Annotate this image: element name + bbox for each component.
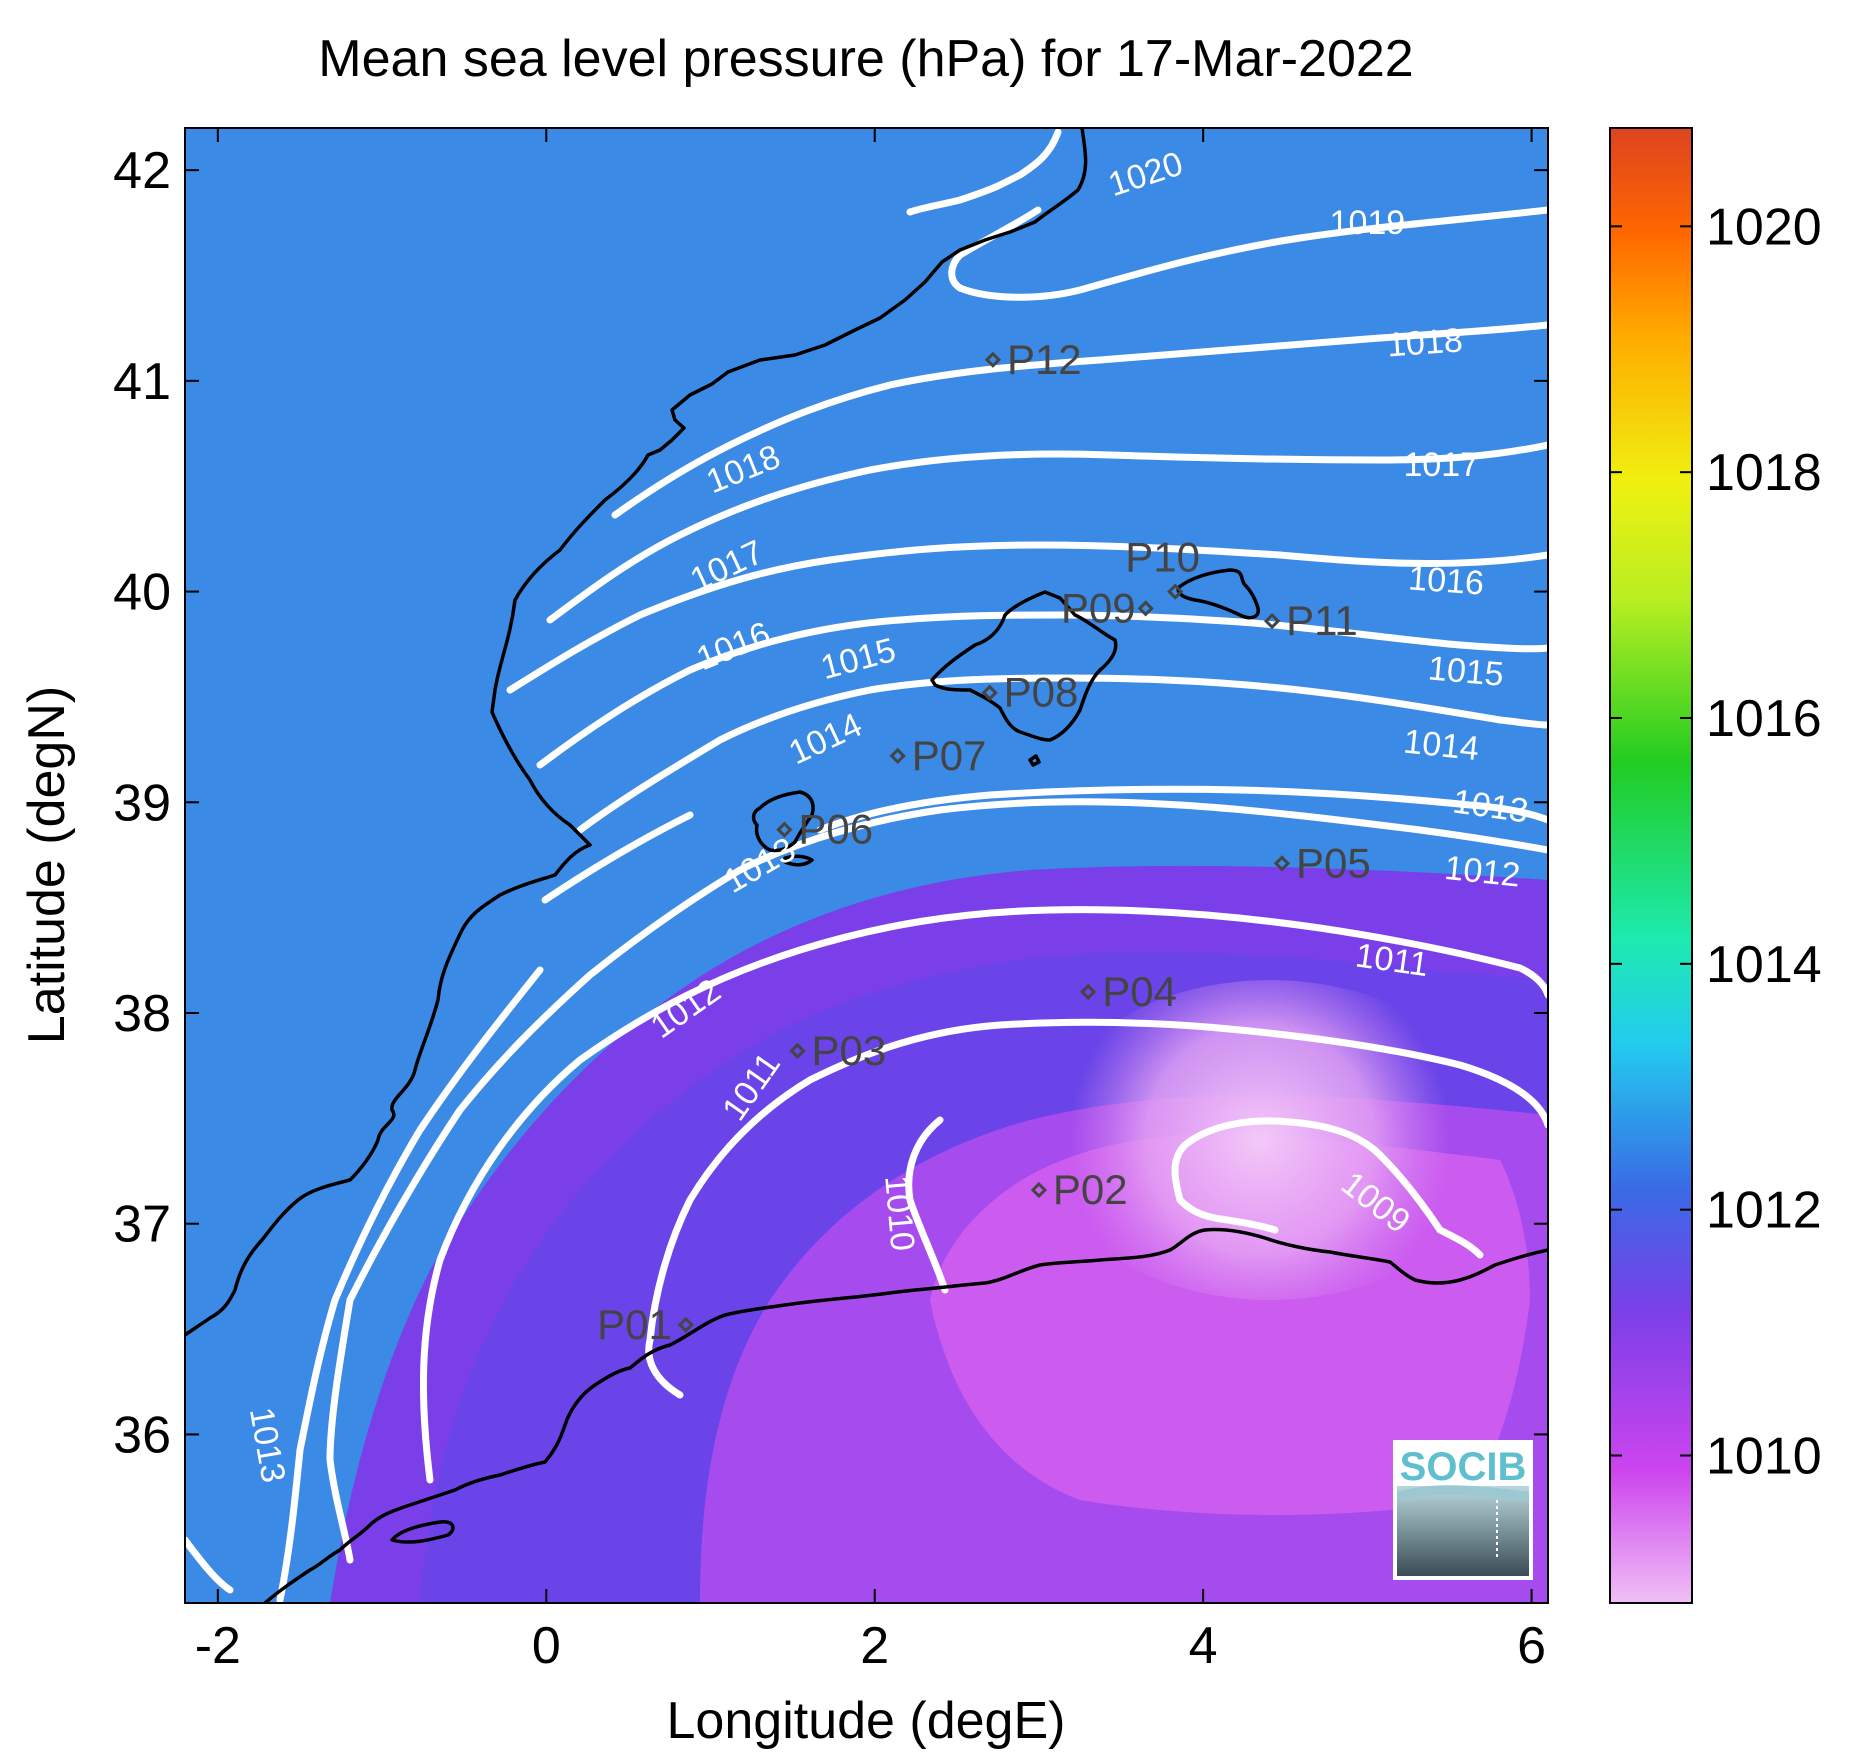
station-marker (776, 821, 793, 838)
y-tick-label: 40 (113, 564, 171, 622)
x-tick-label: 0 (532, 1617, 561, 1675)
isobar-1017 (546, 441, 1548, 624)
x-tick-label: -2 (195, 1617, 241, 1675)
station-label: P05 (1296, 839, 1371, 886)
isobar-1014 (576, 674, 1548, 834)
x-axis-label: Longitude (degE) (667, 1692, 1066, 1750)
north-african-coastline (263, 1227, 1548, 1603)
colorbar: 1010 1012 1014 1016 1018 1020 (1609, 127, 1822, 1604)
isobar-1012-west (326, 1296, 354, 1564)
y-axis-label: Latitude (degN) (18, 686, 76, 1044)
x-tick-label: 4 (1189, 1617, 1218, 1675)
colorbar-tick-label: 1020 (1706, 198, 1822, 256)
station-marker (789, 1042, 806, 1060)
isobar-label: 1017 (1403, 446, 1479, 484)
isobar-1012 (346, 798, 1548, 1304)
socib-logo: SOCIB (1393, 1440, 1533, 1580)
colorbar-tick-label: 1010 (1706, 1428, 1822, 1486)
isobar-1015 (536, 611, 1548, 769)
pressure-low-center (1040, 980, 1500, 1300)
station-label: P02 (1053, 1166, 1128, 1213)
isobar-label: 1012 (1443, 849, 1522, 895)
station-label: P12 (1007, 336, 1082, 383)
socib-logo-wave (1397, 1485, 1529, 1500)
station-marker (1137, 600, 1154, 617)
mallorca-coastline (930, 590, 1118, 742)
plot-frame (184, 127, 1549, 1604)
cabrera-island (1028, 754, 1041, 767)
pressure-band-1012 (185, 128, 1548, 1603)
station-label: P08 (1004, 669, 1079, 716)
y-tick-label: 37 (113, 1196, 171, 1254)
isobar-1018 (611, 321, 1548, 519)
y-tick-label: 38 (113, 985, 171, 1043)
isobar-lines (185, 128, 1548, 1603)
x-axis: -2 0 2 4 6 (195, 128, 1546, 1675)
isobar-1011 (419, 906, 1548, 1484)
station-marker (677, 1316, 694, 1333)
colorbar-gradient (1609, 127, 1693, 1604)
station-marker (1263, 612, 1281, 630)
isobar-label: 1018 (1386, 321, 1464, 364)
isobar-1013 (541, 785, 1548, 904)
isobar-label: 1015 (1427, 649, 1506, 693)
formentera-coastline (783, 854, 814, 867)
y-axis: 36 37 38 39 40 41 42 (113, 142, 1548, 1464)
socib-logo-image (1397, 1486, 1529, 1576)
isobar-1016 (506, 541, 1548, 694)
x-tick-label: 2 (860, 1617, 889, 1675)
isobar-label: 1014 (1402, 723, 1481, 769)
chart-title: Mean sea level pressure (hPa) for 17-Mar… (318, 30, 1413, 88)
station-label: P03 (812, 1027, 887, 1074)
station-label: P10 (1125, 534, 1200, 581)
isobar-1009 (1171, 1117, 1484, 1259)
coastlines (185, 128, 1548, 1603)
colorbar-ticks: 1010 1012 1014 1016 1018 1020 (1610, 198, 1822, 1486)
isobar-1013-west (185, 966, 544, 1603)
station-label: P06 (798, 806, 873, 853)
alboran-island (390, 1520, 455, 1544)
y-tick-label: 39 (113, 774, 171, 832)
station-marker (1080, 983, 1097, 1001)
station-label: P07 (912, 732, 987, 779)
station-marker (984, 351, 1002, 368)
y-tick-label: 42 (113, 142, 171, 200)
station-label: P04 (1102, 968, 1177, 1015)
station-marker (981, 684, 998, 701)
menorca-coastline (1176, 568, 1260, 620)
isobar-label: 1019 (1330, 204, 1406, 242)
isobar-label: 1016 (1407, 559, 1485, 602)
colorbar-tick-label: 1014 (1706, 936, 1822, 994)
isobar-1019 (956, 206, 1548, 301)
ibiza-coastline (751, 790, 815, 853)
isobar-label: 1010 (877, 1174, 921, 1253)
station-label: P09 (1061, 584, 1136, 631)
isobar-1010 (645, 1018, 1548, 1399)
station-marker (1030, 1181, 1048, 1199)
socib-logo-text: SOCIB (1400, 1445, 1527, 1489)
y-tick-label: 36 (113, 1406, 171, 1464)
colorbar-tick-label: 1012 (1706, 1182, 1822, 1240)
y-tick-label: 41 (113, 353, 171, 411)
station-label: P11 (1286, 597, 1358, 644)
isobar-1020 (906, 128, 1062, 292)
station-marker (1167, 583, 1184, 600)
x-tick-label: 6 (1517, 1617, 1546, 1675)
iberian-coastline (185, 128, 1088, 1337)
station-marker (1273, 855, 1291, 872)
colorbar-tick-label: 1016 (1706, 690, 1822, 748)
station-label: P01 (597, 1301, 672, 1348)
station-marker (889, 747, 906, 765)
colorbar-tick-label: 1018 (1706, 444, 1822, 502)
